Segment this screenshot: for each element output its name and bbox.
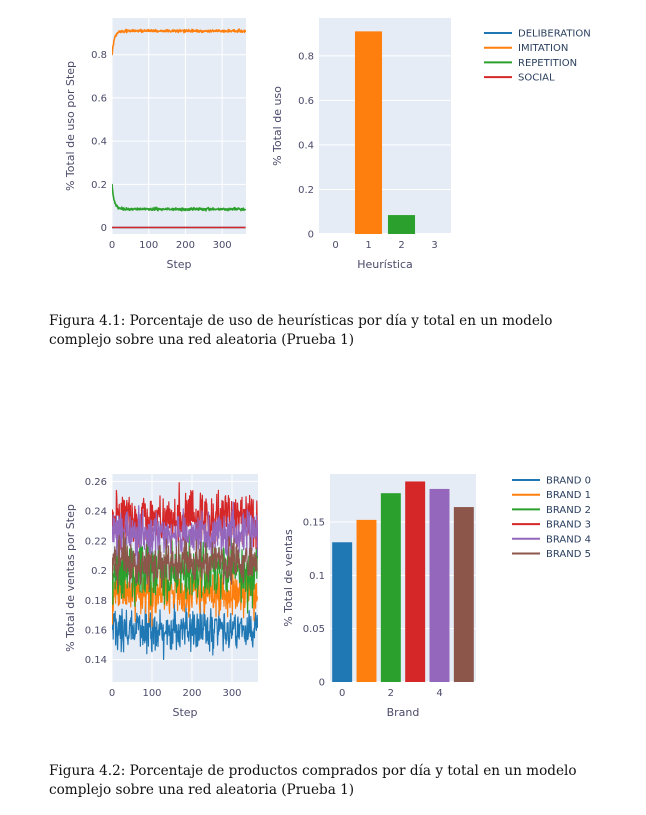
- x-axis-title: Step: [166, 258, 191, 271]
- y-tick-label: 0.4: [298, 140, 314, 151]
- series-line-brand-5: [112, 531, 258, 590]
- x-tick-label: 3: [431, 240, 437, 251]
- series-group: [112, 28, 246, 229]
- y-tick-label: 0.15: [303, 518, 325, 529]
- x-tick-label: 200: [182, 688, 201, 699]
- x-tick-label: 0: [109, 688, 115, 699]
- y-tick-label: 0.14: [85, 655, 107, 666]
- legend-label: REPETITION: [518, 58, 577, 69]
- x-tick-label: 4: [436, 688, 442, 699]
- plot-area: 0 0.2 0.4 0.6 0.8 0 100 200 300 Step % Total de us…: [64, 18, 246, 271]
- legend-label: BRAND 4: [546, 534, 591, 545]
- x-tick-label: 200: [176, 240, 195, 251]
- plot-background: [112, 18, 246, 234]
- y-tick-label: 0.6: [298, 96, 314, 107]
- bar-3: [405, 481, 426, 682]
- plot-area: 0 0.2 0.4 0.6 0.8 0 1 2 3 Heurística % Total de us…: [271, 18, 451, 271]
- legend-label: BRAND 5: [546, 549, 591, 560]
- y-tick-label: 0.4: [91, 137, 107, 148]
- series-line-imitation: [112, 28, 246, 56]
- legend-label: BRAND 1: [546, 490, 591, 501]
- plot-area: 0.14 0.16 0.18 0.2 0.22 0.24 0.26 0 100 200 300 Ste…: [64, 474, 258, 719]
- bar-1: [354, 31, 383, 234]
- bar-2: [380, 493, 401, 682]
- legend: BRAND 0 BRAND 1 BRAND 2 BRAND 3 BRAND 4 BRAND…: [512, 476, 591, 560]
- x-tick-label: 1: [365, 240, 371, 251]
- y-tick-label: 0: [319, 678, 325, 689]
- caption-text: Figura 4.1: Porcentaje de uso de heuríst…: [49, 313, 553, 348]
- y-axis-title: % Total de ventas por Step: [64, 504, 77, 652]
- y-tick-label: 0.8: [298, 51, 314, 62]
- y-tick-label: 0.24: [85, 507, 107, 518]
- figure-4-2: 0.14 0.16 0.18 0.2 0.22 0.24 0.26 0 100 200 300 Ste…: [0, 460, 646, 750]
- y-tick-label: 0.2: [91, 566, 107, 577]
- x-tick-label: 0: [332, 240, 338, 251]
- x-tick-label: 100: [139, 240, 158, 251]
- bar-4: [429, 488, 450, 682]
- bar-2: [387, 215, 416, 234]
- y-tick-label: 0.1: [309, 571, 325, 582]
- plot-area: 0 0.05 0.1 0.15 0 2 4 Brand % Total de ventas: [282, 474, 476, 719]
- y-axis-title: % Total de ventas: [282, 529, 295, 627]
- x-tick-label: 300: [222, 688, 241, 699]
- y-tick-label: 0.8: [91, 50, 107, 61]
- caption-text: Figura 4.2: Porcentaje de productos comp…: [49, 763, 577, 798]
- figure-4-1-caption: Figura 4.1: Porcentaje de uso de heuríst…: [49, 312, 609, 350]
- x-tick-label: 2: [388, 688, 394, 699]
- legend-label: BRAND 0: [546, 476, 591, 487]
- x-tick-label: 100: [142, 688, 161, 699]
- y-tick-label: 0.18: [85, 596, 107, 607]
- plot-background: [319, 18, 451, 234]
- legend-label: SOCIAL: [518, 73, 555, 84]
- y-tick-label: 0.2: [91, 180, 107, 191]
- series-line-brand-0: [112, 599, 258, 660]
- x-tick-label: 0: [109, 240, 115, 251]
- figure-4-1: 0 0.2 0.4 0.6 0.8 0 100 200 300 Step% Total de us…: [0, 0, 646, 360]
- series-line-repetition: [112, 183, 246, 212]
- y-axis-title: % Total de uso por Step: [64, 61, 77, 191]
- x-tick-label: 300: [213, 240, 232, 251]
- bar-5: [453, 507, 474, 682]
- y-tick-label: 0: [308, 230, 314, 241]
- x-tick-label: 2: [398, 240, 404, 251]
- x-axis-title: Brand: [387, 706, 420, 719]
- legend-label: DELIBERATION: [518, 29, 591, 40]
- legend-label: BRAND 2: [546, 505, 591, 516]
- bar-1: [356, 519, 377, 682]
- figure-4-2-charts: 0.140.160.180.20.220.240.260 100 200 300Ste…: [64, 474, 591, 719]
- y-tick-label: 0.16: [85, 626, 107, 637]
- series-line-brand-4: [112, 501, 258, 567]
- y-tick-label: 0.6: [91, 93, 107, 104]
- figure-4-2-caption: Figura 4.2: Porcentaje de productos comp…: [49, 762, 609, 800]
- legend: DELIBERATION IMITATION REPETITION SOCIAL: [484, 29, 591, 84]
- series-group: [112, 482, 258, 660]
- y-axis-title: % Total de uso: [271, 86, 284, 166]
- legend-label: BRAND 3: [546, 520, 591, 531]
- y-tick-label: 0.2: [298, 185, 314, 196]
- y-tick-label: 0.26: [85, 477, 107, 488]
- y-tick-label: 0: [101, 223, 107, 234]
- x-tick-label: 0: [339, 688, 345, 699]
- bar-0: [332, 542, 353, 682]
- x-axis-title: Step: [172, 706, 197, 719]
- legend-label: IMITATION: [518, 43, 568, 54]
- y-tick-label: 0.05: [303, 624, 325, 635]
- y-tick-label: 0.22: [85, 536, 107, 547]
- plot-background: [330, 474, 476, 682]
- x-axis-title: Heurística: [357, 258, 412, 271]
